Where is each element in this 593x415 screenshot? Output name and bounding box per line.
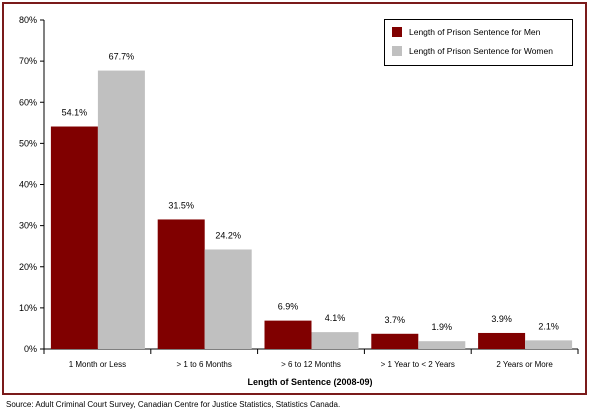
x-tick-label: > 1 Year to < 2 Years [381, 360, 455, 369]
data-label: 24.2% [215, 230, 241, 240]
bar-men [50, 126, 98, 349]
source-note: Source: Adult Criminal Court Survey, Can… [6, 400, 341, 409]
y-tick-label: 10% [19, 303, 37, 313]
x-tick-label: > 6 to 12 Months [281, 360, 341, 369]
bar-women [418, 341, 466, 349]
legend-item-women: Length of Prison Sentence for Women [392, 46, 553, 56]
data-label: 1.9% [432, 322, 453, 332]
x-axis: 1 Month or Less > 1 to 6 Months > 6 to 12 … [43, 348, 579, 369]
bar-men [371, 333, 419, 349]
bar-women [97, 70, 145, 350]
data-label: 31.5% [168, 200, 194, 210]
x-tick-label: 1 Month or Less [69, 360, 126, 369]
bar-women [525, 340, 573, 349]
y-tick-label: 30% [19, 221, 37, 231]
y-tick-label: 50% [19, 138, 37, 148]
y-axis: 0% 10% 20% 30% 40% 50% 60% 70% 80% [19, 15, 45, 354]
data-labels: 54.1% 67.7% 31.5% 24.2% 6.9% 4.1% 3.7% 1.9% 3.9%… [62, 52, 559, 333]
x-tick-label: 2 Years or More [496, 360, 553, 369]
y-tick-label: 0% [24, 344, 37, 354]
legend-label-men: Length of Prison Sentence for Men [409, 27, 541, 37]
legend-label-women: Length of Prison Sentence for Women [409, 46, 553, 56]
data-label: 3.7% [385, 315, 406, 325]
data-label: 54.1% [62, 108, 88, 118]
data-label: 67.7% [109, 52, 135, 62]
bar-men [478, 332, 526, 349]
data-label: 6.9% [278, 302, 299, 312]
bar-men [157, 219, 205, 349]
bar-men [264, 320, 312, 349]
bars [50, 70, 573, 350]
bar-chart: 0% 10% 20% 30% 40% 50% 60% 70% 80% 1 Month or Le… [19, 15, 579, 387]
data-label: 4.1% [325, 313, 346, 323]
y-tick-label: 40% [19, 180, 37, 190]
x-axis-title: Length of Sentence (2008-09) [247, 377, 372, 387]
legend-swatch-women [392, 46, 402, 56]
legend: Length of Prison Sentence for Men Length… [384, 19, 573, 66]
y-tick-label: 20% [19, 262, 37, 272]
data-label: 2.1% [538, 321, 559, 331]
legend-item-men: Length of Prison Sentence for Men [392, 27, 540, 37]
x-tick-label: > 1 to 6 Months [177, 360, 232, 369]
y-tick-label: 70% [19, 56, 37, 66]
data-label: 3.9% [491, 314, 512, 324]
y-tick-label: 60% [19, 97, 37, 107]
bar-women [204, 249, 252, 349]
legend-swatch-men [392, 27, 402, 37]
bar-women [311, 332, 359, 349]
y-tick-label: 80% [19, 15, 37, 25]
